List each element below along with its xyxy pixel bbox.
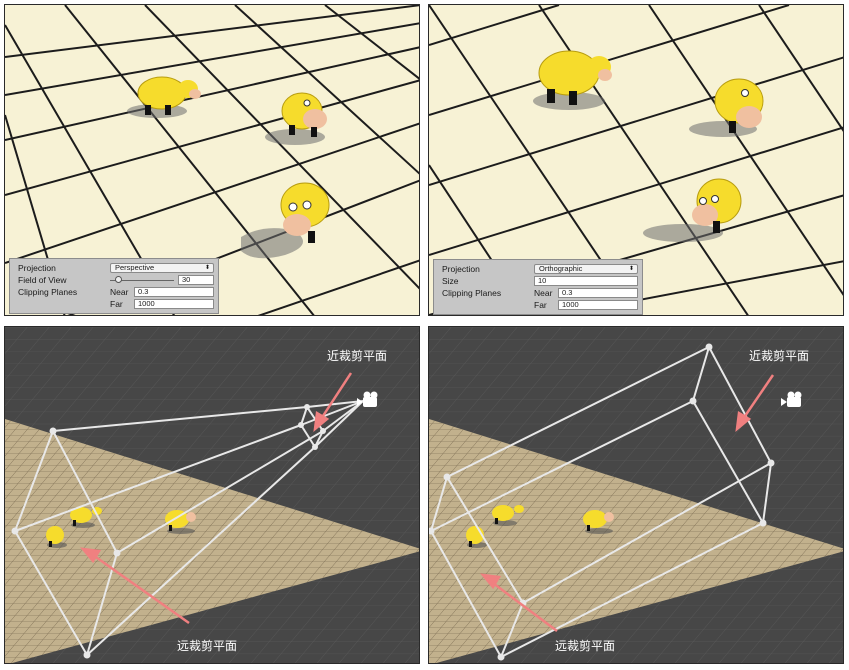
far-field[interactable]: 1000	[134, 299, 214, 309]
fov-slider-handle[interactable]	[114, 276, 122, 283]
fov-slider[interactable]	[110, 280, 174, 281]
orthographic-frustum-scene	[429, 327, 843, 663]
cow-model-icon	[643, 178, 742, 242]
near-plane-label: 近裁剪平面	[749, 349, 810, 363]
projection-dropdown[interactable]: Orthographic ⬍	[534, 264, 638, 274]
perspective-game-view: Projection Perspective ⬍ Field of View 3…	[4, 4, 420, 316]
far-plane-label: 远裁剪平面	[177, 639, 238, 653]
updown-arrows-icon: ⬍	[204, 265, 210, 271]
projection-label: Projection	[442, 264, 480, 274]
annotation-arrows	[80, 372, 353, 625]
near-label: Near	[110, 287, 129, 297]
fov-label: Field of View	[18, 275, 67, 285]
projection-dropdown[interactable]: Perspective ⬍	[110, 263, 214, 273]
cow-model-icon	[127, 76, 201, 118]
annotation-arrows	[480, 374, 775, 632]
camera-inspector-orthographic: Projection Orthographic ⬍ Size 10 Clippi…	[433, 259, 643, 315]
fov-field[interactable]: 30	[178, 275, 214, 285]
far-label: Far	[110, 299, 123, 309]
updown-arrows-icon: ⬍	[628, 266, 634, 272]
camera-inspector-perspective: Projection Perspective ⬍ Field of View 3…	[9, 258, 219, 314]
cow-model-icon	[265, 92, 327, 145]
far-label: Far	[534, 300, 547, 310]
near-plane-label: 近裁剪平面	[327, 349, 388, 363]
size-field[interactable]: 10	[534, 276, 638, 286]
projection-label: Projection	[18, 263, 56, 273]
near-label: Near	[534, 288, 553, 298]
perspective-frustum-view: 近裁剪平面 远裁剪平面	[4, 326, 420, 664]
cow-model-icon	[583, 510, 614, 534]
perspective-frustum	[13, 400, 364, 658]
cow-model-icon	[492, 505, 524, 526]
far-plane-label: 远裁剪平面	[555, 639, 616, 653]
orthographic-frustum-view: 近裁剪平面 远裁剪平面	[428, 326, 844, 664]
camera-icon	[357, 391, 378, 407]
cow-model-icon	[689, 78, 764, 137]
cow-model-icon	[241, 182, 330, 259]
perspective-frustum-scene	[5, 327, 419, 663]
clipping-planes-label: Clipping Planes	[18, 287, 78, 297]
clipping-planes-label: Clipping Planes	[442, 288, 502, 298]
camera-icon	[781, 391, 802, 407]
size-label: Size	[442, 276, 459, 286]
orthographic-game-view: Projection Orthographic ⬍ Size 10 Clippi…	[428, 4, 844, 316]
near-field[interactable]: 0.3	[134, 287, 214, 297]
cow-model-icon	[46, 526, 67, 548]
far-field[interactable]: 1000	[558, 300, 638, 310]
cow-model-icon	[533, 50, 612, 110]
near-field[interactable]: 0.3	[558, 288, 638, 298]
ground-grid	[5, 5, 419, 315]
